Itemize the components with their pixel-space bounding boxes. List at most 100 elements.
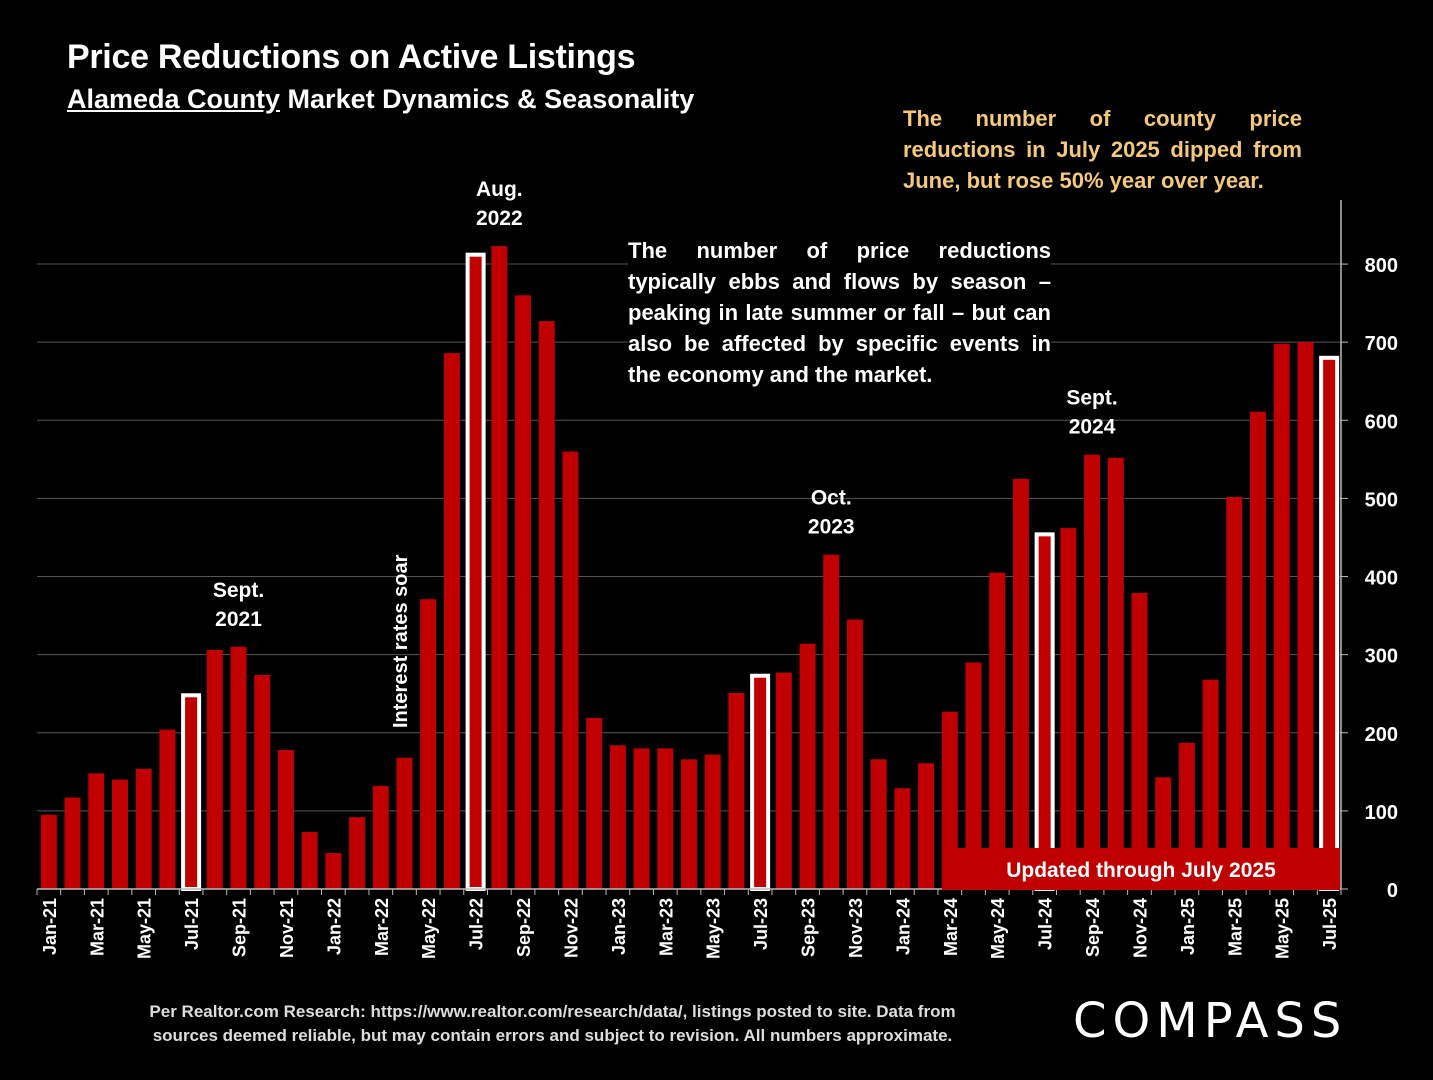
bar-Nov-21 [277, 749, 294, 889]
bar-Jun-22 [443, 353, 460, 890]
bar-Mar-23 [657, 748, 674, 889]
bar-Mar-21 [88, 773, 105, 889]
bar-Nov-24 [1131, 592, 1148, 889]
annotations: Sept. 2021 Aug. 2022 Oct. 2023 Sept. 2024 Intere… [213, 178, 1340, 890]
x-tick-label: Mar-22 [372, 898, 392, 956]
bar-Nov-22 [562, 451, 579, 889]
bar-Apr-23 [681, 759, 697, 889]
subtitle-county: Alameda County [67, 84, 281, 114]
footer-line-1: Per Realtor.com Research: https://www.re… [149, 1002, 956, 1021]
peak-annotation: 2022 [476, 207, 523, 230]
bar-Jun-21 [159, 729, 176, 889]
bar-Apr-21 [111, 779, 128, 889]
bar-Aug-24 [1060, 528, 1077, 889]
x-tick-label: Sep-24 [1083, 898, 1103, 957]
peak-annotation: Sept. [213, 579, 264, 602]
x-tick-label: Mar-24 [941, 898, 961, 956]
axes: 0 100 200 300 400 500 600 700 800 Jan-21 Mar-21 May… [36, 200, 1398, 959]
x-tick-label: May-23 [704, 898, 724, 959]
bar-Mar-22 [372, 785, 389, 889]
x-tick-label: Jul-24 [1036, 898, 1056, 950]
x-tick-label: Mar-23 [656, 898, 676, 956]
y-tick-label: 700 [1365, 333, 1398, 355]
bar-Jul-22 [465, 252, 486, 892]
y-tick-label: 800 [1365, 255, 1398, 277]
x-tick-label: May-21 [135, 898, 155, 959]
bars [40, 246, 1340, 892]
footer-source: Per Realtor.com Research: https://www.re… [90, 1000, 1015, 1048]
x-tick-label: Mar-25 [1225, 898, 1245, 956]
x-tick-label: Jul-21 [182, 898, 202, 950]
bar-Feb-22 [349, 817, 366, 889]
bar-Jul-21 [181, 693, 202, 892]
bar-Sep-23 [799, 643, 816, 889]
y-tick-label: 400 [1365, 568, 1398, 590]
x-tick-label: Nov-21 [277, 898, 297, 958]
y-tick-label: 100 [1365, 802, 1398, 824]
bar-Sep-22 [515, 295, 532, 889]
note-middle: The number of price reductions typically… [628, 235, 1051, 390]
bar-Nov-23 [846, 619, 863, 889]
note-top-right: The number of county price reductions in… [903, 106, 1302, 193]
x-tick-label: Jan-22 [324, 898, 344, 955]
footer-line-2: sources deemed reliable, but may contain… [152, 1026, 953, 1045]
x-tick-label: May-24 [988, 898, 1008, 959]
x-tick-label: Nov-24 [1130, 898, 1150, 958]
subtitle-rest: Market Dynamics & Seasonality [280, 84, 695, 114]
bar-May-23 [704, 754, 721, 889]
x-tick-label: Jan-24 [893, 898, 913, 955]
bar-Jun-25 [1297, 342, 1314, 889]
bar-Apr-22 [396, 757, 413, 889]
bar-Oct-21 [254, 674, 271, 889]
bar-Oct-22 [538, 321, 555, 889]
update-banner [942, 848, 1340, 890]
x-tick-label: Jul-23 [751, 898, 771, 950]
bar-Feb-24 [918, 763, 935, 889]
bar-May-22 [420, 599, 437, 889]
x-tick-label: Mar-21 [87, 898, 107, 956]
x-tick-label: Jan-21 [40, 898, 60, 955]
bar-Jan-21 [40, 814, 57, 889]
peak-annotation: Aug. [476, 178, 523, 201]
x-tick-label: Jan-23 [609, 898, 629, 955]
peak-annotation: 2021 [215, 608, 262, 631]
bar-Jul-25 [1319, 355, 1340, 891]
bar-Oct-24 [1107, 457, 1124, 889]
bar-Mar-24 [941, 711, 958, 889]
bar-Feb-23 [633, 748, 650, 889]
bar-Aug-23 [775, 672, 792, 889]
bar-Mar-25 [1226, 496, 1243, 889]
bar-Dec-23 [870, 759, 887, 889]
bar-Jul-24 [1034, 532, 1055, 891]
x-tick-label: Jan-25 [1178, 898, 1198, 955]
bar-Apr-25 [1250, 411, 1267, 889]
x-tick-label: Sep-22 [514, 898, 534, 957]
x-tick-label: Sep-23 [799, 898, 819, 957]
bar-May-21 [135, 768, 152, 889]
bar-Sep-21 [230, 646, 247, 889]
bar-Feb-21 [64, 797, 81, 889]
chart-subtitle: Alameda County Market Dynamics & Seasona… [67, 84, 694, 115]
x-tick-label: May-25 [1273, 898, 1293, 959]
compass-logo: COMPASS [1073, 993, 1348, 1049]
x-tick-label: Nov-22 [561, 898, 581, 958]
y-tick-label: 300 [1365, 646, 1398, 668]
peak-annotation: Oct. [811, 487, 852, 510]
bar-May-25 [1273, 343, 1290, 889]
peak-annotation: 2024 [1069, 416, 1116, 439]
bar-Dec-21 [301, 831, 318, 889]
bar-Dec-22 [586, 717, 603, 889]
x-tick-label: Jul-25 [1320, 898, 1340, 950]
x-tick-label: Jul-22 [467, 898, 487, 950]
peak-annotation: Sept. [1066, 387, 1117, 410]
bar-Apr-24 [965, 662, 982, 889]
bar-Jan-23 [609, 745, 626, 889]
bar-May-24 [989, 572, 1006, 889]
y-tick-label: 200 [1365, 724, 1398, 746]
bar-Jun-24 [1012, 478, 1029, 889]
peak-annotation: 2023 [808, 516, 855, 539]
bar-Jan-22 [325, 853, 342, 889]
y-tick-label: 500 [1365, 489, 1398, 511]
bar-Aug-21 [206, 649, 223, 889]
